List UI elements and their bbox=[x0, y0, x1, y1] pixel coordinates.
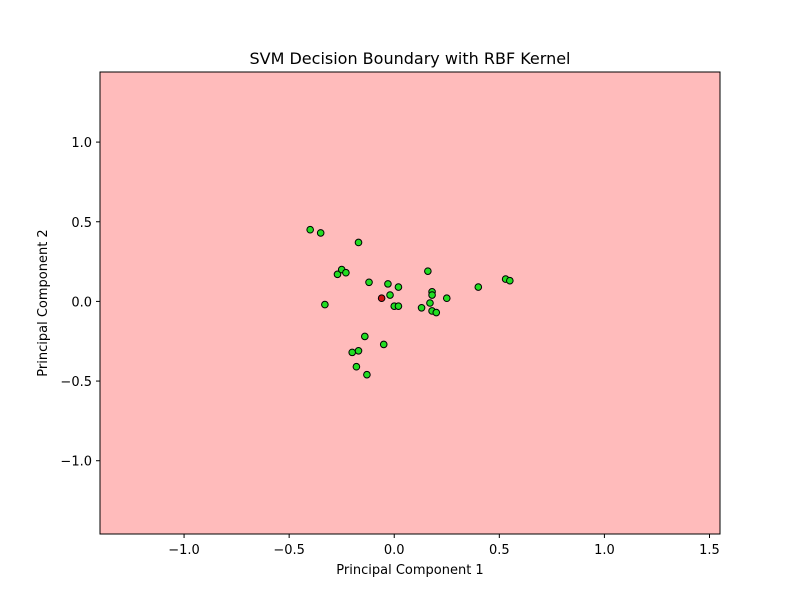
decision-region bbox=[100, 72, 720, 534]
y-tick-label: 0.5 bbox=[71, 216, 92, 231]
x-axis: −1.0 −0.5 0.0 0.5 1.0 1.5 bbox=[168, 534, 720, 558]
y-tick-label: 0.0 bbox=[71, 295, 92, 310]
data-point-class-green bbox=[384, 280, 392, 288]
data-point-class-green bbox=[306, 225, 314, 234]
y-tick-label: −1.0 bbox=[60, 455, 92, 470]
data-point-class-green bbox=[506, 276, 514, 285]
data-point-class-green bbox=[348, 348, 357, 357]
y-tick-label: 1.0 bbox=[71, 136, 92, 151]
data-point-class-red bbox=[377, 294, 386, 303]
data-point-class-green bbox=[394, 302, 403, 310]
data-point-class-green bbox=[321, 300, 329, 309]
x-tick-label: −0.5 bbox=[273, 543, 305, 558]
x-axis-label: Principal Component 1 bbox=[336, 563, 483, 578]
data-point-class-green bbox=[386, 291, 394, 299]
chart-title: SVM Decision Boundary with RBF Kernel bbox=[249, 49, 570, 68]
x-tick-label: 1.0 bbox=[594, 543, 615, 558]
data-point-class-green bbox=[474, 283, 483, 291]
data-point-class-green bbox=[354, 238, 363, 247]
y-tick-label: −0.5 bbox=[60, 375, 92, 390]
data-point-class-green bbox=[363, 370, 371, 379]
data-point-class-green bbox=[442, 294, 451, 303]
data-point-class-green bbox=[417, 303, 426, 312]
x-tick-label: 0.5 bbox=[489, 543, 510, 558]
data-point-class-green bbox=[394, 283, 403, 291]
y-axis-label: Principal Component 2 bbox=[36, 229, 51, 376]
plot-frame bbox=[99, 71, 721, 535]
data-point-class-green bbox=[426, 299, 434, 307]
x-tick-label: −1.0 bbox=[168, 543, 200, 558]
data-point-class-green bbox=[316, 229, 325, 237]
x-tick-label: 0.0 bbox=[384, 543, 405, 558]
y-axis: −1.0 −0.5 0.0 0.5 1.0 bbox=[60, 136, 100, 470]
data-point-class-green bbox=[365, 278, 373, 287]
data-point-class-green bbox=[361, 332, 369, 341]
x-tick-label: 1.5 bbox=[699, 543, 720, 558]
scatter-points bbox=[306, 225, 514, 379]
data-point-class-green bbox=[354, 346, 363, 355]
data-point-class-green bbox=[428, 291, 436, 299]
data-point-class-green bbox=[432, 308, 441, 317]
data-point-class-green bbox=[379, 340, 388, 349]
data-point-class-green bbox=[342, 268, 350, 277]
data-point-class-green bbox=[333, 270, 342, 279]
data-point-class-green bbox=[352, 362, 361, 371]
data-point-class-green bbox=[424, 267, 432, 275]
